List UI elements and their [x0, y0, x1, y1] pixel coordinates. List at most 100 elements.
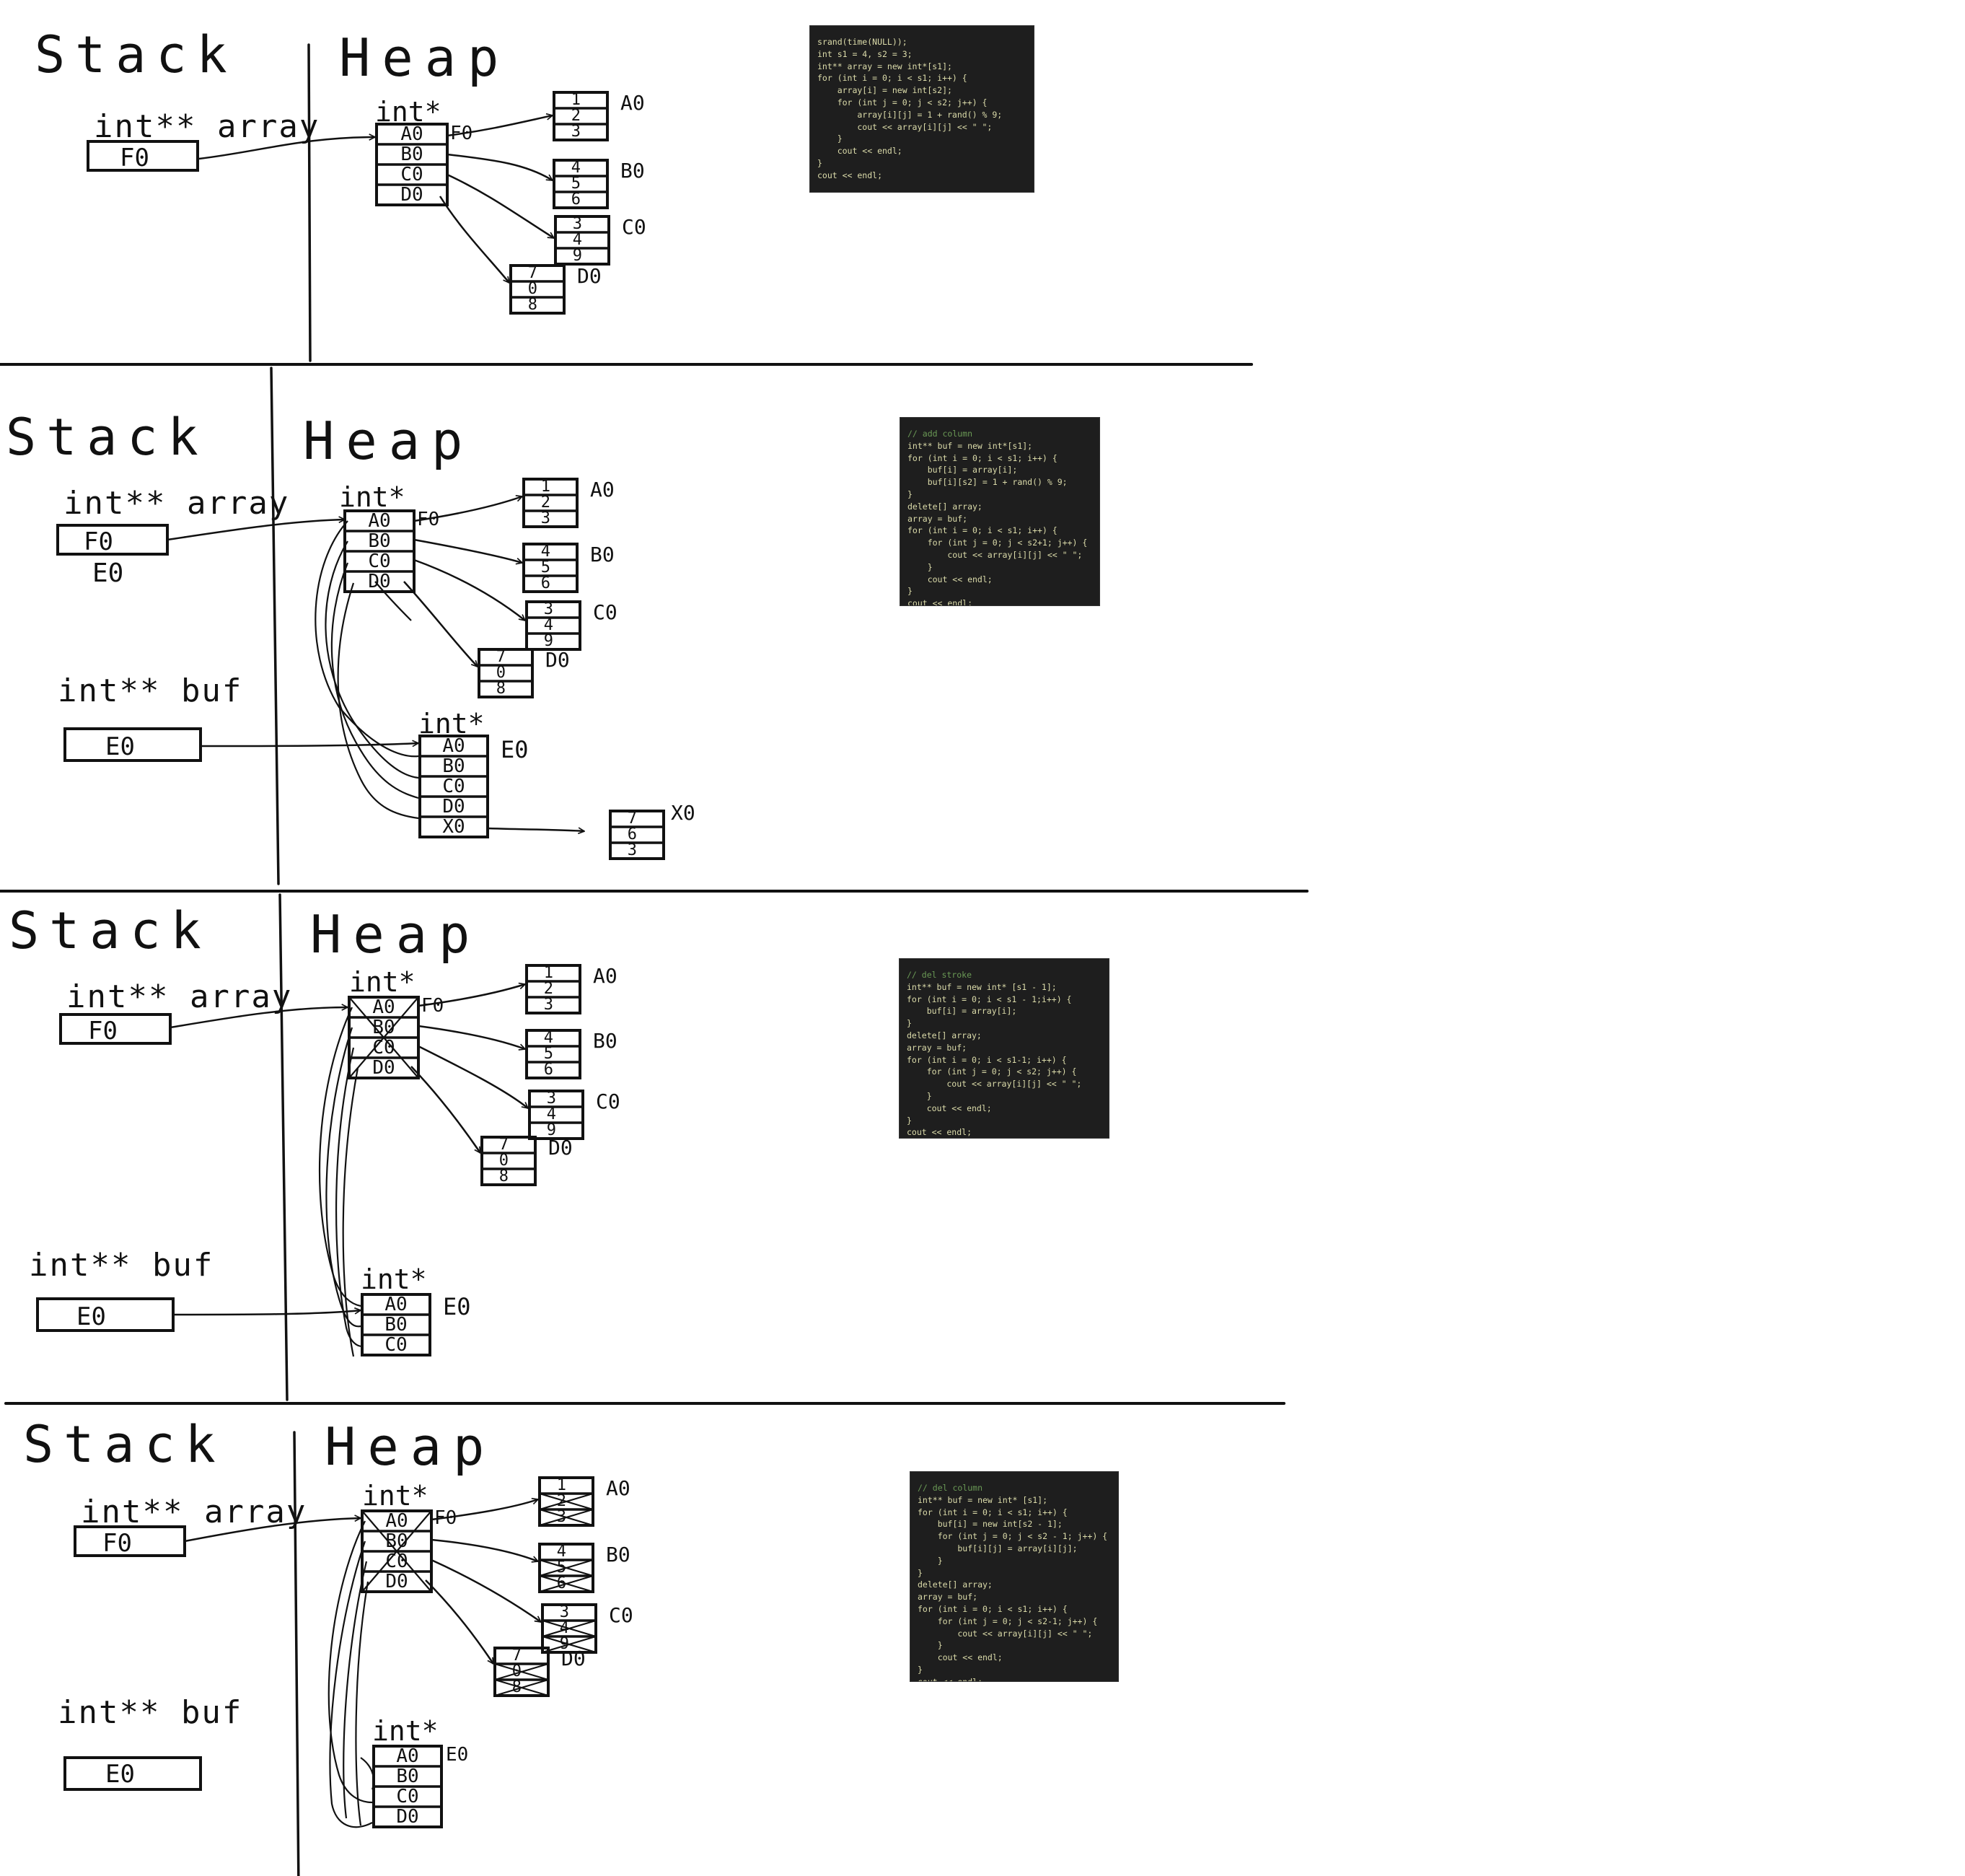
code-line: } [918, 1567, 923, 1578]
row-name: A0 [606, 1476, 630, 1500]
row-name: C0 [596, 1090, 620, 1113]
heap-pointer-cell-cell: C0 [385, 1551, 408, 1572]
array-var-value: F0 [120, 144, 149, 172]
pointer-arrow [487, 828, 584, 831]
pointer-arrow [431, 1538, 538, 1561]
copy-arrow [325, 1027, 361, 1328]
stack-heading: Stack [23, 1415, 226, 1474]
code-snippet-panel: srand(time(NULL)); int s1 = 4, s2 = 3; int… [809, 25, 1034, 193]
code-line: for (int j = 0; j < s2 - 1; j++) { [918, 1531, 1108, 1542]
row-value-cell: 3 [547, 1090, 556, 1108]
row-value-cell: 1 [541, 478, 550, 496]
code-snippet-panel: // del stroke int** buf = new int* [s1 - … [899, 958, 1109, 1139]
heap-pointer-cell-cell: B0 [400, 144, 423, 165]
buf-pointer-cell-cell: D0 [396, 1806, 418, 1828]
code-line: srand(time(NULL)); [817, 37, 907, 47]
buf-table-name: E0 [443, 1293, 471, 1320]
code-line: delete[] array; [907, 1030, 982, 1040]
heap-table-name: F0 [450, 123, 472, 144]
code-line: cout << endl; [817, 170, 883, 180]
row-value-cell: 4 [541, 543, 550, 561]
code-line: } [907, 561, 933, 572]
row-value-cell: 0 [496, 664, 506, 682]
row-value-cell: 1 [544, 964, 553, 982]
heap-pointer-cell-cell: B0 [372, 1017, 395, 1038]
code-line: } [907, 586, 913, 597]
row-value-cell: 2 [544, 980, 553, 998]
row-value-cell: 9 [560, 1635, 569, 1653]
row-array-box [553, 159, 609, 209]
heap-pointer-cell-cell: D0 [385, 1571, 408, 1592]
code-line: for (int i = 0; i < s1; i++) { [918, 1603, 1068, 1614]
diagram-lines [0, 43, 1309, 1876]
buf-var-value: E0 [76, 1302, 106, 1331]
buf-table-name: E0 [501, 736, 529, 763]
buf-pointer-table [418, 735, 489, 838]
row-value-cell: 0 [528, 280, 537, 298]
stack-heading: Stack [35, 25, 237, 84]
heap-table-name: F0 [421, 995, 444, 1017]
array-var-label: int** array [63, 485, 289, 522]
pointer-arrow [431, 1499, 538, 1521]
buf-pointer-cell-cell: B0 [442, 755, 465, 777]
heap-heading: Heap [310, 904, 481, 965]
code-line: buf[i][j] = array[i][j]; [918, 1543, 1078, 1553]
row-value-cell: 9 [544, 632, 553, 650]
copy-arrow [329, 1540, 373, 1828]
pointer-arrow [403, 581, 478, 667]
row-value-cell: 5 [571, 175, 581, 193]
code-line: for (int i = 0; i < s1 - 1;i++) { [907, 994, 1072, 1004]
code-line: cout << endl; [907, 598, 973, 606]
row-name: B0 [590, 543, 615, 566]
row-array-box [553, 91, 609, 141]
row-value-cell: 4 [571, 159, 581, 177]
pointer-arrow [410, 1066, 480, 1153]
row-array-box [538, 1476, 594, 1527]
buf-table-label: int* [418, 708, 485, 740]
pointer-arrow [418, 1025, 525, 1049]
copy-arrow [342, 1067, 359, 1357]
heap-heading: Heap [303, 411, 474, 471]
row-value-cell: 4 [544, 1029, 553, 1047]
buf-pointer-cell-cell: C0 [384, 1334, 407, 1356]
row-array-box [609, 810, 665, 860]
extra-row-value-cell: 3 [628, 841, 637, 859]
code-line: array = buf; [907, 513, 968, 524]
code-line: for (int i = 0; i < s1; i++) { [817, 73, 967, 84]
heap-table-label: int* [349, 966, 416, 998]
stack-heap-divider [278, 893, 289, 1401]
buf-table-label: int* [361, 1263, 427, 1295]
buf-var-box [63, 1756, 202, 1791]
code-line: buf[i] = array[i]; [907, 465, 1018, 475]
strike-mark [542, 1619, 597, 1638]
row-value-cell: 1 [557, 1476, 566, 1494]
pointer-arrow [413, 538, 522, 563]
row-value-cell: 7 [528, 264, 537, 282]
code-line: for (int i = 0; i < s1; i++) { [918, 1507, 1068, 1517]
heap-pointer-cell-cell: A0 [400, 123, 423, 145]
code-line: int** array = new int*[s1]; [817, 61, 952, 71]
copy-arrow [355, 1581, 369, 1826]
row-value-cell: 3 [560, 1603, 569, 1621]
row-array-box [478, 648, 534, 698]
code-line: buf[i] = array[i]; [907, 1006, 1017, 1017]
heap-pointer-table [361, 1509, 433, 1593]
row-value-cell: 3 [573, 215, 582, 233]
row-value-cell: 2 [541, 494, 550, 512]
row-value-cell: 2 [571, 107, 581, 125]
strike-mark [539, 1492, 594, 1511]
row-value-cell: 8 [496, 680, 506, 698]
copy-arrow [315, 520, 419, 758]
heap-pointer-table [375, 123, 449, 206]
copy-arrow [343, 1561, 368, 1819]
code-line: } [817, 133, 843, 144]
code-line: cout << endl; [907, 1127, 972, 1138]
code-line: for (int i = 0; i < s1; i++) { [907, 452, 1058, 463]
code-line: for (int j = 0; j < s2; j++) { [817, 97, 988, 108]
code-line: cout << array[i][j] << " "; [918, 1628, 1093, 1639]
code-line: cout << endl; [907, 574, 993, 584]
heap-table-label: int* [339, 481, 405, 513]
buf-pointer-cell-cell: B0 [396, 1766, 418, 1787]
buf-pointer-cell-cell: B0 [384, 1314, 407, 1336]
